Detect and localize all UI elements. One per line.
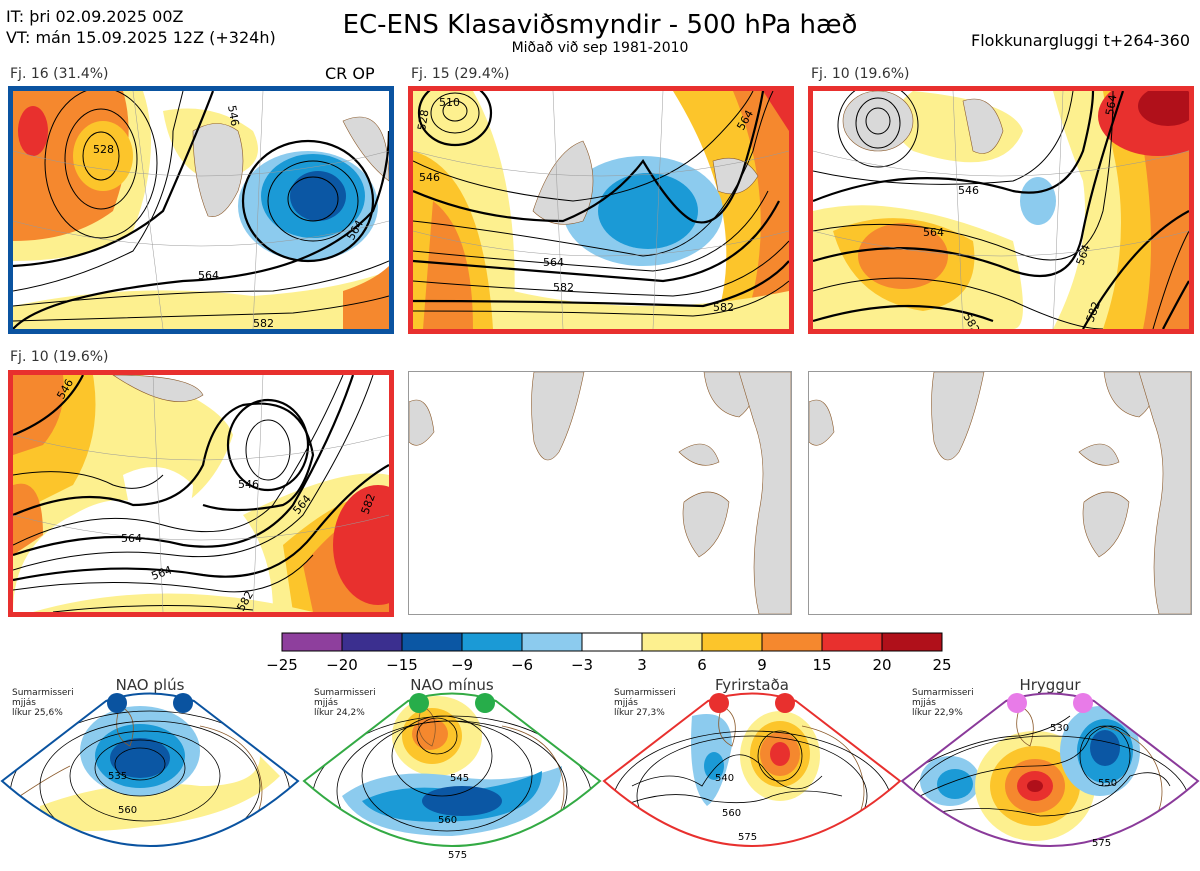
regime-nao-minus: NAO mínus Sumarmisseri mjjás líkur 24,2% — [302, 676, 602, 871]
months-label: mjjás — [12, 698, 36, 708]
empty-map-1 — [408, 371, 792, 615]
contour-label: 550 — [1098, 778, 1117, 789]
contour-label: 575 — [448, 850, 467, 861]
season-label: Sumarmisseri — [614, 688, 676, 698]
contour-label: 535 — [108, 771, 127, 782]
panel-1-label: Fj. 16 (31.4%) — [10, 66, 109, 82]
page-title: EC-ENS Klasaviðsmyndir - 500 hPa hæð — [342, 10, 858, 40]
colorbar-tick-label: 9 — [757, 656, 767, 674]
contour-label: 582 — [253, 317, 274, 329]
regime-title: Hryggur — [1019, 676, 1081, 694]
months-label: mjjás — [314, 698, 338, 708]
contour-label: 510 — [439, 96, 460, 109]
contour-label: 560 — [438, 815, 457, 826]
contour-label: 564 — [543, 256, 564, 269]
colorbar — [280, 632, 944, 656]
contour-label: 582 — [713, 301, 734, 314]
contour-label: 564 — [923, 226, 944, 239]
season-label: Sumarmisseri — [314, 688, 376, 698]
contour-label: 528 — [93, 143, 114, 156]
probability-label: líkur 27,3% — [614, 708, 665, 718]
contour-label: 560 — [118, 805, 137, 816]
colorbar-swatch — [641, 632, 703, 652]
colorbar-tick-label: 6 — [697, 656, 707, 674]
probability-label: líkur 22,9% — [912, 708, 963, 718]
colorbar-swatch — [281, 632, 343, 652]
empty-map-2 — [808, 371, 1192, 615]
contour-label: 564 — [1103, 94, 1119, 117]
regime-ridge: Hryggur Sumarmisseri mjjás líkur 22,9% — [900, 676, 1200, 871]
contour-label: 546 — [419, 171, 440, 184]
colorbar-tick-label: 20 — [872, 656, 892, 674]
run-info: IT: þri 02.09.2025 00Z VT: mán 15.09.202… — [6, 6, 276, 48]
probability-label: líkur 25,6% — [12, 708, 63, 718]
contour-label: 546 — [238, 478, 259, 491]
colorbar-tick-label: −20 — [326, 656, 358, 674]
colorbar-swatch — [341, 632, 403, 652]
contour-label: 540 — [715, 773, 734, 784]
colorbar-swatch — [521, 632, 583, 652]
regime-title: NAO plús — [115, 676, 185, 694]
colorbar-tick-label: −15 — [386, 656, 418, 674]
colorbar-tick-label: 15 — [812, 656, 832, 674]
colorbar-tick-label: −25 — [266, 656, 298, 674]
regime-nao-plus: NAO plús Sumarmisseri mjjás líkur 25,6% — [0, 676, 300, 871]
contour-label: 564 — [198, 269, 219, 282]
contour-label: 528 — [415, 109, 431, 132]
colorbar-swatch — [401, 632, 463, 652]
months-label: mjjás — [614, 698, 638, 708]
season-label: Sumarmisseri — [12, 688, 74, 698]
contour-label: 530 — [1050, 723, 1069, 734]
regime-stats: Sumarmisseri mjjás líkur 22,9% — [912, 688, 974, 718]
regime-stats: Sumarmisseri mjjás líkur 25,6% — [12, 688, 74, 718]
colorbar-swatch — [821, 632, 883, 652]
colorbar-tick-label: −6 — [510, 656, 534, 674]
contour-label: 575 — [738, 832, 757, 843]
init-time: IT: þri 02.09.2025 00Z — [6, 7, 184, 26]
cluster-map-4: 546 546 564 564 582 582 564 — [8, 370, 394, 617]
contour-label: 582 — [553, 281, 574, 294]
colorbar-swatch — [761, 632, 823, 652]
contour-label: 546 — [225, 104, 241, 127]
panel-3-label: Fj. 10 (19.6%) — [811, 66, 910, 82]
regime-stats: Sumarmisseri mjjás líkur 24,2% — [314, 688, 376, 718]
regime-title: NAO mínus — [410, 676, 494, 694]
cluster-map-3: 546 564 564 564 582 582 — [808, 86, 1194, 334]
colorbar-tick-label: −9 — [450, 656, 474, 674]
colorbar-swatch — [881, 632, 943, 652]
page-subtitle: Miðað við sep 1981-2010 — [511, 40, 689, 56]
classification-window: Flokkunargluggi t+264-360 — [971, 31, 1190, 50]
colorbar-swatch — [701, 632, 763, 652]
probability-label: líkur 24,2% — [314, 708, 365, 718]
panel-4-label: Fj. 10 (19.6%) — [10, 349, 109, 365]
regime-title: Fyrirstaða — [715, 676, 789, 694]
months-label: mjjás — [912, 698, 936, 708]
colorbar-swatch — [581, 632, 643, 652]
cluster-map-1: 528 546 564 564 582 — [8, 86, 394, 334]
panel-1-tag: CR OP — [325, 64, 375, 83]
regime-blocking: Fyrirstaða Sumarmisseri mjjás líkur 27,3… — [602, 676, 902, 871]
valid-time: VT: mán 15.09.2025 12Z (+324h) — [6, 28, 276, 47]
contour-label: 545 — [450, 773, 469, 784]
cluster-map-2: 510 528 546 564 564 582 582 — [408, 86, 794, 334]
contour-label: 560 — [722, 808, 741, 819]
panel-2-label: Fj. 15 (29.4%) — [411, 66, 510, 82]
regime-stats: Sumarmisseri mjjás líkur 27,3% — [614, 688, 676, 718]
contour-label: 546 — [958, 184, 979, 197]
contour-label: 564 — [121, 532, 142, 545]
colorbar-tick-label: 25 — [932, 656, 952, 674]
colorbar-tick-label: −3 — [570, 656, 594, 674]
colorbar-tick-label: 3 — [637, 656, 647, 674]
season-label: Sumarmisseri — [912, 688, 974, 698]
colorbar-swatch — [461, 632, 523, 652]
contour-label: 575 — [1092, 838, 1111, 849]
